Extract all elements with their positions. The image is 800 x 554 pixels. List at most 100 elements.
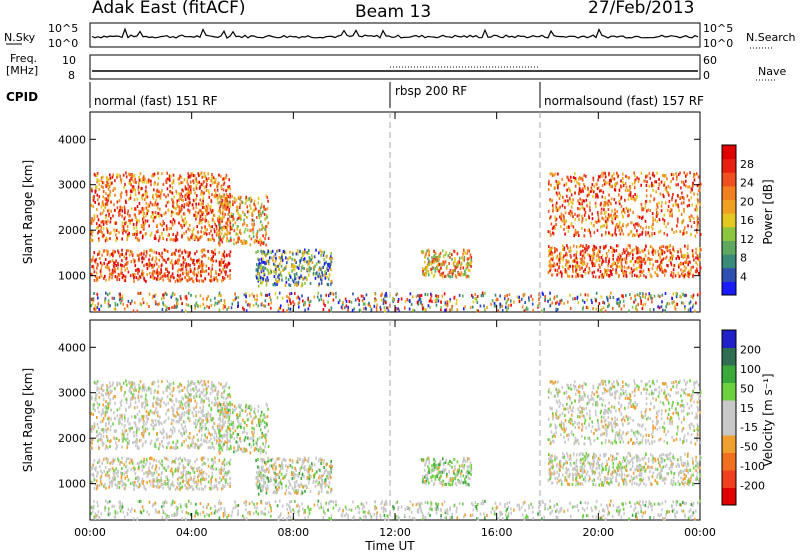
data-cell: [566, 225, 568, 229]
data-cell: [273, 275, 276, 278]
data-cell: [551, 172, 553, 176]
data-cell: [610, 233, 612, 237]
data-cell: [154, 300, 157, 304]
data-cell: [223, 250, 226, 254]
data-cell: [90, 187, 93, 191]
data-cell: [111, 175, 114, 179]
data-cell: [138, 257, 140, 261]
data-cell: [141, 394, 143, 398]
data-cell: [581, 274, 584, 278]
data-cell: [542, 292, 544, 296]
data-cell: [129, 389, 132, 393]
data-cell: [171, 223, 174, 227]
data-cell: [291, 278, 294, 282]
data-cell: [203, 253, 205, 257]
data-cell: [175, 305, 177, 309]
data-cell: [576, 257, 579, 261]
data-cell: [203, 270, 206, 274]
data-cell: [603, 171, 605, 175]
data-cell: [195, 184, 197, 188]
data-cell: [608, 171, 610, 175]
data-cell: [147, 386, 150, 390]
data-cell: [167, 193, 169, 197]
data-cell: [634, 260, 637, 264]
data-cell: [181, 402, 184, 406]
data-cell: [611, 209, 613, 213]
data-cell: [621, 258, 624, 262]
data-cell: [574, 264, 577, 268]
data-cell: [682, 201, 685, 205]
data-cell: [696, 172, 698, 176]
data-cell: [148, 292, 151, 296]
data-cell: [122, 302, 125, 306]
data-cell: [579, 257, 582, 261]
data-cell: [198, 382, 200, 385]
data-cell: [170, 190, 173, 194]
data-cell: [676, 224, 678, 228]
data-cell: [106, 227, 108, 231]
data-cell: [308, 259, 310, 263]
data-cell: [201, 226, 203, 230]
data-cell: [338, 299, 341, 303]
data-cell: [220, 232, 223, 236]
data-cell: [245, 309, 248, 313]
data-cell: [153, 237, 156, 240]
data-cell: [223, 226, 225, 230]
data-cell: [640, 260, 642, 264]
data-cell: [221, 219, 223, 223]
data-cell: [109, 445, 111, 449]
data-cell: [186, 195, 189, 199]
data-cell: [425, 266, 427, 269]
data-cell: [93, 270, 96, 274]
data-cell: [107, 187, 110, 191]
data-cell: [636, 308, 638, 312]
data-cell: [633, 197, 635, 200]
data-cell: [218, 401, 221, 405]
data-cell: [157, 265, 160, 269]
data-cell: [154, 201, 157, 205]
data-cell: [456, 262, 458, 266]
data-cell: [134, 259, 136, 263]
data-cell: [568, 196, 571, 200]
data-cell: [430, 294, 433, 298]
data-cell: [101, 442, 104, 446]
data-cell: [313, 267, 315, 271]
data-cell: [591, 212, 593, 216]
data-cell: [222, 278, 225, 282]
data-cell: [411, 308, 414, 312]
data-cell: [636, 222, 639, 226]
data-cell: [629, 230, 632, 234]
data-cell: [220, 298, 222, 302]
data-cell: [586, 298, 589, 302]
data-cell: [218, 200, 221, 204]
data-cell: [144, 189, 147, 193]
data-cell: [264, 226, 267, 229]
data-cell: [239, 228, 241, 232]
data-cell: [229, 273, 231, 277]
data-cell: [201, 267, 203, 271]
data-cell: [689, 171, 691, 175]
data-cell: [620, 195, 623, 199]
data-cell: [177, 269, 179, 273]
data-cell: [99, 212, 102, 216]
data-cell: [142, 430, 145, 434]
data-cell: [693, 258, 695, 262]
data-cell: [327, 277, 330, 281]
date-title: 27/Feb/2013: [588, 0, 695, 18]
data-cell: [125, 409, 127, 412]
data-cell: [125, 190, 128, 194]
data-cell: [445, 251, 447, 254]
data-cell: [217, 196, 219, 200]
data-cell: [261, 302, 263, 306]
data-cell: [622, 274, 625, 278]
data-cell: [214, 180, 217, 184]
data-cell: [221, 408, 223, 412]
data-cell: [166, 446, 168, 450]
data-cell: [249, 243, 252, 247]
data-cell: [189, 270, 192, 273]
data-cell: [665, 189, 668, 193]
data-cell: [669, 249, 671, 253]
data-cell: [664, 174, 667, 178]
data-cell: [128, 442, 130, 446]
data-cell: [103, 249, 105, 253]
